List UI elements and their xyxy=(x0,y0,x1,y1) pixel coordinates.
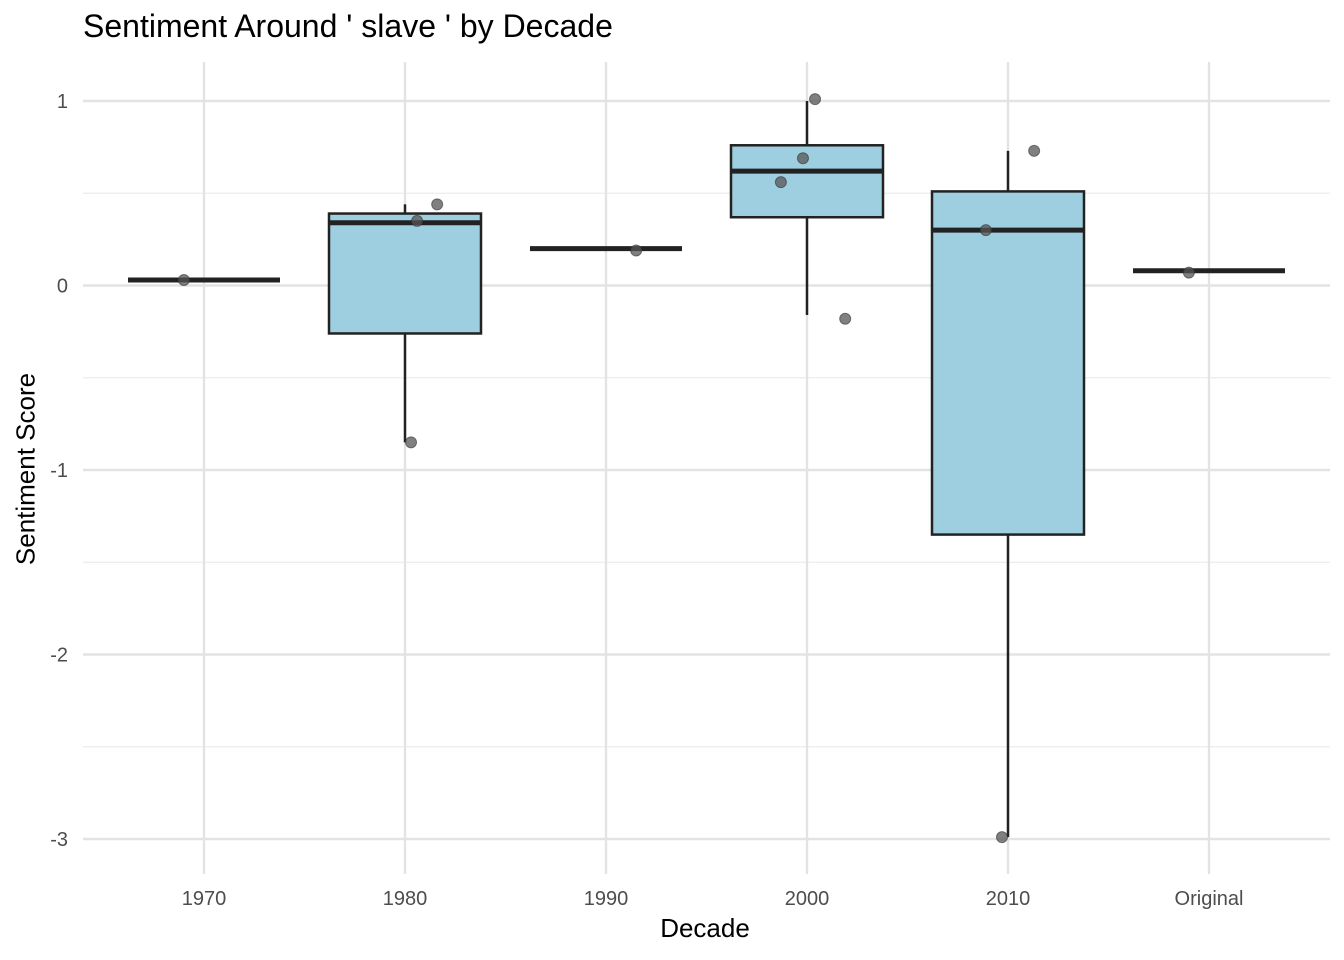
data-point-2010 xyxy=(979,224,992,237)
data-point-2000 xyxy=(796,152,809,165)
x-tick-label: 1990 xyxy=(584,888,629,910)
x-tick-label: 2010 xyxy=(986,888,1031,910)
data-point-Original xyxy=(1182,266,1195,279)
data-point-1980 xyxy=(431,198,444,211)
x-tick-label: 2000 xyxy=(785,888,830,910)
data-point-2010 xyxy=(995,831,1008,844)
chart-title: Sentiment Around ' slave ' by Decade xyxy=(83,8,613,44)
x-axis-title: Decade xyxy=(660,913,750,943)
y-tick-label: 0 xyxy=(57,276,68,298)
box-rect xyxy=(327,212,483,335)
box-2000 xyxy=(729,101,885,316)
data-point-2000 xyxy=(774,176,787,189)
data-point-2010 xyxy=(1028,144,1041,157)
point-layer xyxy=(177,93,1195,844)
box-2010 xyxy=(930,150,1086,838)
data-point-1980 xyxy=(405,436,418,449)
data-point-2000 xyxy=(809,93,822,106)
y-tick-label: -2 xyxy=(50,645,68,667)
y-tick-label: -3 xyxy=(50,829,68,851)
y-tick-label: 1 xyxy=(57,91,68,113)
box-1980 xyxy=(327,204,483,443)
box-rect xyxy=(930,190,1086,536)
data-point-1980 xyxy=(411,214,424,227)
data-point-1990 xyxy=(630,244,643,257)
x-tick-label: Original xyxy=(1175,888,1244,910)
x-tick-label: 1980 xyxy=(383,888,428,910)
x-tick-label: 1970 xyxy=(182,888,227,910)
tick-layer: 1 0 -1 -2 -3 1970 1980 1990 2000 2010 Original xyxy=(50,91,1243,910)
grid-layer xyxy=(83,62,1330,874)
data-point-2000 xyxy=(839,312,852,325)
data-point-1970 xyxy=(177,273,190,286)
y-tick-label: -1 xyxy=(50,460,68,482)
